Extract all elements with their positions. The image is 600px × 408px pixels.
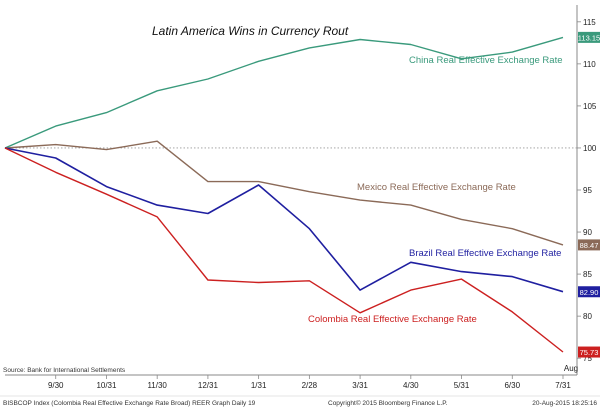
y-tick-label: 95 (583, 186, 592, 195)
x-tick-label: 7/31 (555, 381, 571, 390)
china-series-line (4, 36, 564, 149)
chart-title: Latin America Wins in Currency Rout (152, 24, 349, 38)
footer-right: 20-Aug-2015 18:25:16 (532, 400, 597, 407)
x-tick-label: 10/31 (96, 381, 117, 390)
china-series-label: China Real Effective Exchange Rate (409, 55, 563, 66)
y-tick-label: 100 (583, 144, 597, 153)
brazil-series-label: Brazil Real Effective Exchange Rate (409, 248, 561, 259)
y-tick-label: 105 (583, 102, 597, 111)
mexico-last-value-badge (578, 239, 600, 251)
mexico-last-value-label: 88.47 (580, 241, 599, 250)
colombia-last-value-badge (578, 346, 600, 358)
x-tick-label: 9/30 (48, 381, 64, 390)
brazil-series-line (4, 147, 564, 293)
source-text: Source: Bank for International Settlemen… (3, 367, 126, 374)
footer-center: Copyright© 2015 Bloomberg Finance L.P. (328, 399, 448, 407)
y-tick-label: 110 (583, 60, 596, 69)
y-tick-label: 90 (583, 228, 592, 237)
x-tick-label: 12/31 (198, 381, 219, 390)
x-axis-month-label: Aug (564, 364, 578, 373)
y-tick-label: 115 (583, 18, 596, 27)
brazil-last-value-label: 82.90 (580, 288, 599, 297)
china-last-value-badge (578, 31, 600, 43)
colombia-series-label: Colombia Real Effective Exchange Rate (308, 314, 477, 325)
footer-left: BISBCOP Index (Colombia Real Effective E… (3, 400, 256, 407)
x-tick-label: 4/30 (403, 381, 419, 390)
y-tick-label: 80 (583, 312, 592, 321)
colombia-series-line (4, 147, 564, 353)
colombia-last-value-label: 75.73 (580, 348, 599, 357)
x-tick-label: 5/31 (454, 381, 470, 390)
x-tick-label: 2/28 (302, 381, 318, 390)
x-tick-label: 11/30 (147, 381, 167, 390)
brazil-last-value-badge (578, 286, 600, 298)
y-tick-label: 75 (583, 354, 592, 363)
x-tick-label: 6/30 (504, 381, 520, 390)
y-tick-label: 85 (583, 270, 592, 279)
x-tick-label: 1/31 (251, 381, 267, 390)
china-last-value-label: 113.15 (578, 33, 600, 42)
mexico-series-line (4, 140, 564, 246)
x-tick-label: 3/31 (352, 381, 368, 390)
mexico-series-label: Mexico Real Effective Exchange Rate (357, 182, 516, 193)
plot-background (5, 5, 577, 375)
